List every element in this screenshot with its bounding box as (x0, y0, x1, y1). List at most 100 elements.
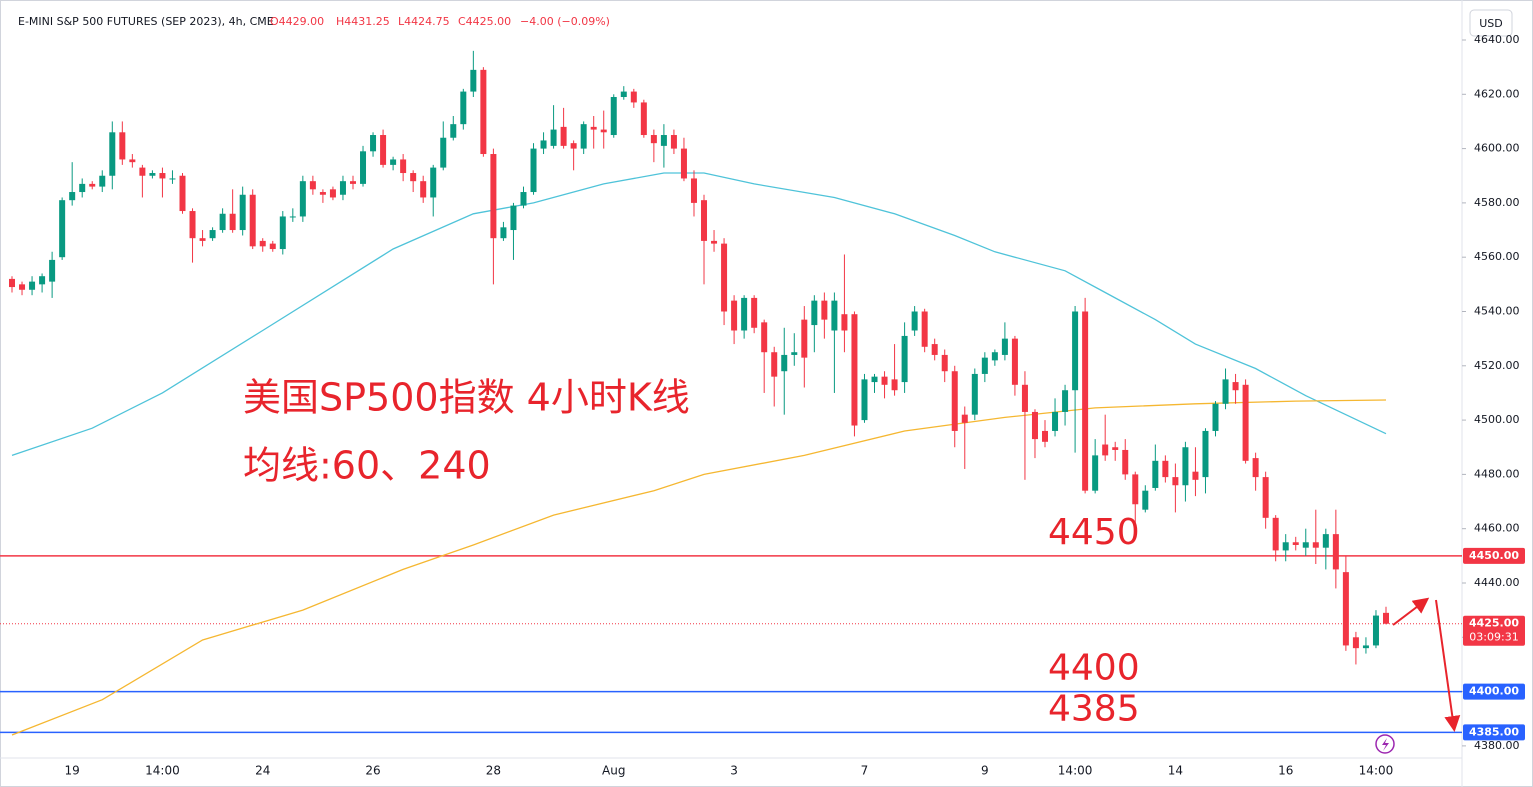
candle-body (119, 132, 126, 160)
symbol: E-MINI S&P 500 FUTURES (SEP 2023), 4h, C… (18, 15, 274, 28)
candle-body (179, 175, 186, 212)
x-tick-label: 3 (730, 764, 738, 778)
candle-body (229, 213, 236, 231)
candle-body (1082, 311, 1089, 491)
candle-body (931, 344, 938, 355)
candle-body (610, 97, 617, 136)
candle-body (881, 376, 888, 385)
y-tick-label: 4380.00 (1474, 739, 1520, 752)
candle-body (49, 259, 56, 282)
x-tick-label: 28 (486, 764, 501, 778)
candle-body (620, 91, 627, 98)
plot-area (0, 50, 1462, 736)
countdown: 03:09:31 (1469, 631, 1518, 644)
candle-body (961, 414, 968, 423)
candle-body (751, 297, 758, 328)
candle-body (680, 148, 687, 179)
candle-body (1332, 534, 1339, 570)
candle-body (690, 178, 697, 203)
candle-body (360, 151, 367, 184)
level-label-box (1463, 547, 1525, 564)
candle-body (1272, 517, 1279, 551)
candle-body (811, 300, 818, 326)
x-tick-label: 9 (981, 764, 989, 778)
candle-body (821, 300, 828, 320)
candle-body (319, 192, 326, 195)
lightning-glyph (1382, 738, 1389, 751)
arrow-down (1435, 599, 1461, 732)
candle-body (129, 159, 136, 163)
candle-body (600, 129, 607, 133)
candle-body (630, 91, 637, 103)
y-tick-label: 4460.00 (1474, 522, 1520, 535)
candle-body (259, 240, 266, 247)
candle-body (570, 143, 577, 149)
candle-body (1362, 645, 1369, 649)
x-tick-label: Aug (602, 764, 625, 778)
candle-body (660, 135, 667, 146)
candle-body (219, 213, 226, 231)
candle-body (520, 192, 527, 206)
candle-body (1042, 430, 1049, 442)
candle-body (169, 178, 176, 180)
candle-body (1122, 449, 1129, 475)
candle-body (1312, 542, 1319, 548)
candle-body (831, 300, 838, 331)
candle-body (701, 200, 708, 241)
candle-body (1092, 455, 1099, 491)
candle-body (289, 216, 296, 218)
candle-body (731, 300, 738, 331)
candle-body (540, 140, 547, 149)
candle-body (650, 135, 657, 144)
candle-body (159, 173, 166, 179)
y-tick-label: 4580.00 (1474, 196, 1520, 209)
currency-button[interactable] (1469, 9, 1513, 37)
candle-body (1192, 471, 1199, 480)
level-annotation: 4400 (1048, 648, 1140, 689)
candle-body (1112, 447, 1119, 450)
candle-body (1102, 444, 1109, 456)
candle-body (1001, 338, 1008, 355)
candle-body (1031, 411, 1038, 440)
candle-body (450, 124, 457, 138)
candle-body (891, 379, 898, 391)
candle-body (410, 173, 417, 182)
y-tick-label: 4600.00 (1474, 142, 1520, 155)
ohlc-value: L4424.75 (398, 15, 450, 28)
candle-body (89, 183, 96, 187)
level-label-box (1463, 683, 1525, 700)
candle-body (1383, 612, 1389, 624)
candle-body (199, 238, 206, 241)
candle-body (1162, 460, 1169, 478)
candle-body (39, 276, 46, 285)
x-tick-label: 7 (861, 764, 869, 778)
candle-body (1322, 534, 1329, 548)
candle-body (430, 167, 437, 198)
currency[interactable]: USD (1479, 17, 1503, 30)
candle-body (1252, 458, 1259, 478)
moving-average (11, 172, 1387, 457)
candle-body (269, 243, 276, 250)
candle-body (139, 167, 146, 176)
ohlc-value: C4425.00 (458, 15, 511, 28)
candle-body (109, 132, 116, 176)
candle-body (1072, 311, 1079, 391)
candle-body (981, 357, 988, 374)
y-tick-label: 4520.00 (1474, 359, 1520, 372)
annotation-title: 美国SP500指数 4小时K线 (243, 376, 690, 420)
level-label: 4385.00 (1469, 725, 1519, 738)
candle-body (921, 311, 928, 347)
candle-body (670, 135, 677, 149)
x-tick-label: 14:00 (145, 764, 180, 778)
candle-body (279, 216, 286, 250)
x-tick-label: 26 (365, 764, 380, 778)
candle-body (19, 284, 26, 290)
ohlc-legend: O4429.00 H4431.25 L4424.75 C4425.00 −4.00 (−… (270, 15, 610, 28)
candle-body (400, 159, 407, 174)
y-tick-label: 4500.00 (1474, 413, 1520, 426)
candle-body (530, 148, 537, 193)
candle-body (9, 278, 15, 288)
candle-body (841, 314, 848, 331)
candle-body (1202, 430, 1209, 478)
